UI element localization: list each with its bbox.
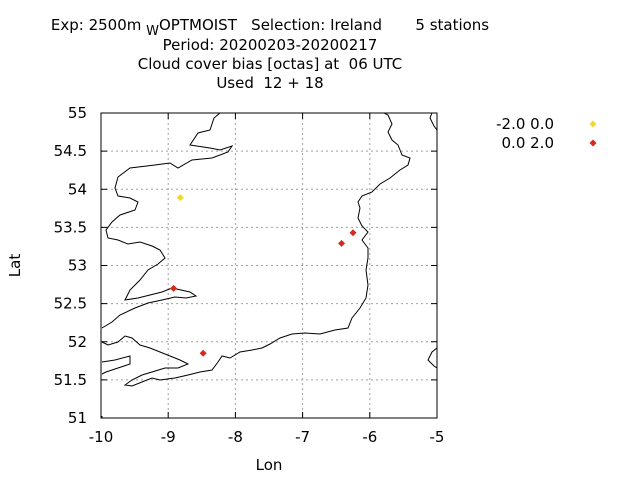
exp-label: Exp: 2500m	[50, 16, 142, 34]
coastline-northeast	[429, 112, 438, 131]
data-point	[199, 349, 207, 357]
title-line-parameter: Cloud cover bias [octas] at 06 UTC	[137, 55, 403, 73]
x-axis-label: Lon	[256, 456, 283, 474]
exp-subscript: W	[146, 24, 159, 39]
y-tick-label: 55	[68, 104, 87, 122]
data-points	[170, 194, 357, 357]
data-point	[170, 284, 178, 292]
y-tick-label: 53.5	[54, 218, 87, 236]
title-line-1: Exp: 2500m WOPTMOIST Selection: Ireland …	[0, 16, 540, 39]
y-tick-label: 54	[68, 180, 87, 198]
x-tick-label: -6	[362, 428, 377, 446]
y-axis-label: Lat	[6, 254, 24, 278]
legend-marker	[589, 139, 597, 147]
data-point	[176, 194, 184, 202]
exp-selection-label: OPTMOIST Selection: Ireland 5 stations	[159, 16, 490, 34]
x-tick-label: -10	[89, 428, 114, 446]
coastline-inlet-southwest	[101, 355, 131, 375]
x-tick-label: -7	[295, 428, 310, 446]
x-tick-label: -8	[228, 428, 243, 446]
y-tick-label: 53	[68, 257, 87, 275]
legend-marker	[589, 120, 597, 128]
y-tick-label: 51	[68, 409, 87, 427]
coastline-east	[427, 347, 438, 369]
x-tick-label: -9	[161, 428, 176, 446]
data-point	[338, 239, 346, 247]
x-axis-ticks: -10 -9 -8 -7 -6 -5	[89, 113, 445, 446]
legend-label: -2.0 0.0	[496, 115, 554, 133]
coastline-southwest	[101, 112, 411, 387]
x-tick-label: -5	[430, 428, 445, 446]
title-line-used: Used 12 + 18	[216, 74, 324, 92]
data-point	[349, 229, 357, 237]
y-axis-ticks: 51 51.5 52 52.5 53 53.5 54 54.5 55	[54, 104, 437, 427]
y-tick-label: 52.5	[54, 295, 87, 313]
legend-label: 0.0 2.0	[502, 134, 554, 152]
grid-lines	[101, 113, 437, 418]
y-tick-label: 52	[68, 333, 87, 351]
y-tick-label: 51.5	[54, 371, 87, 389]
chart-title: Exp: 2500m WOPTMOIST Selection: Ireland …	[0, 16, 540, 93]
y-tick-label: 54.5	[54, 142, 87, 160]
title-line-period: Period: 20200203-20200217	[162, 36, 378, 54]
legend: -2.0 0.00.0 2.0	[496, 115, 597, 152]
